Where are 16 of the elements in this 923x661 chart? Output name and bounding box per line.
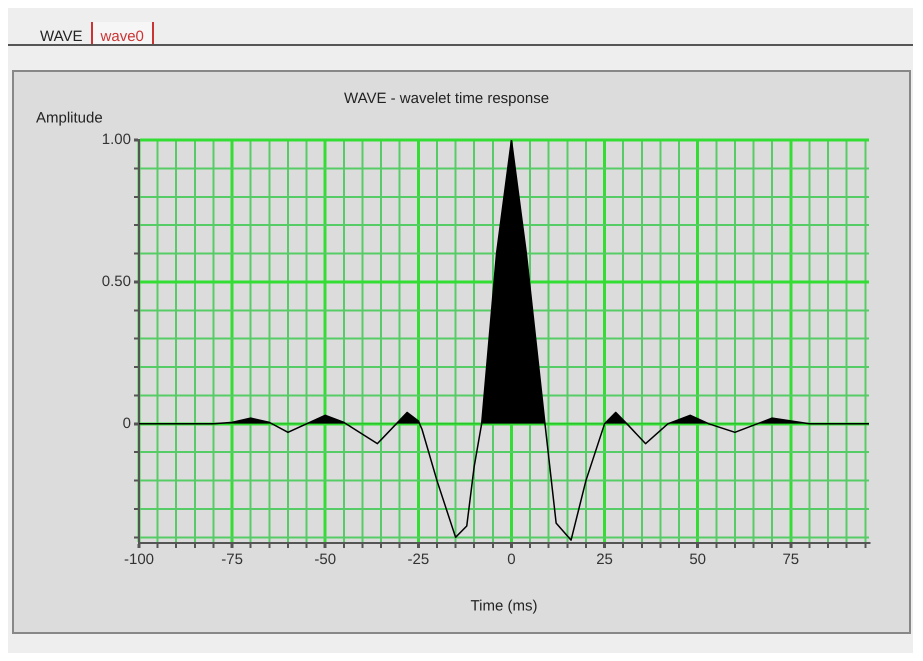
x-tick-label: -25 (407, 551, 430, 568)
y-tick-label: 1.00 (102, 131, 131, 148)
x-tick-label: -100 (124, 551, 154, 568)
x-tick-label: 0 (507, 551, 516, 568)
text: WAVE (32, 22, 91, 45)
x-tick-label: 50 (689, 551, 706, 568)
text: wave0 (90, 22, 154, 45)
chart-title: WAVE - wavelet time response (344, 90, 550, 108)
x-tick-label: 75 (782, 551, 800, 568)
x-axis-title: Time (ms) (470, 598, 538, 615)
x-tick-label: 25 (596, 551, 613, 568)
y-tick-label: 0 (122, 414, 131, 432)
y-axis-title: Amplitude (36, 110, 103, 127)
x-tick-label: -75 (221, 551, 243, 568)
y-tick-label: 0.50 (102, 273, 131, 290)
x-tick-label: -50 (314, 551, 336, 568)
